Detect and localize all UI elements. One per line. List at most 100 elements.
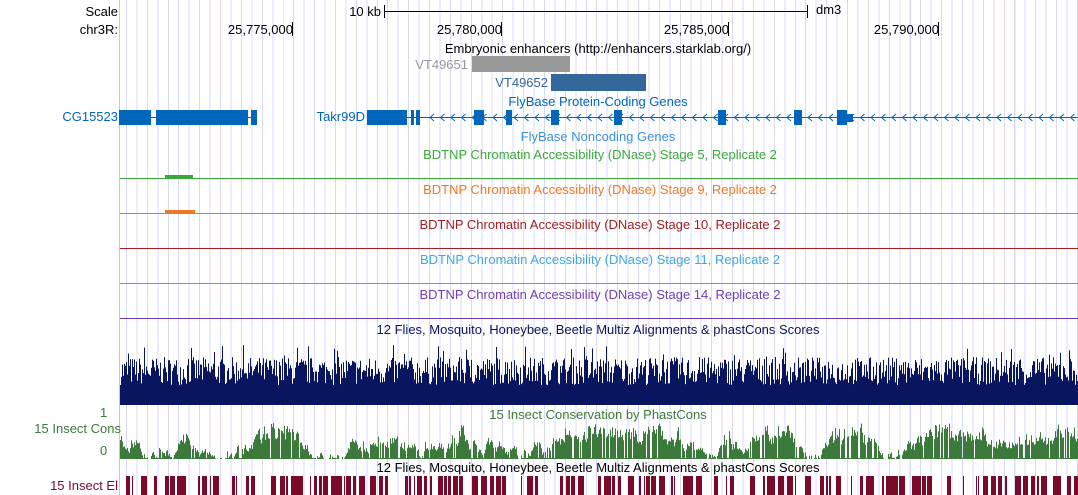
- track-title-enhancers[interactable]: Embryonic enhancers (http://enhancers.st…: [444, 41, 752, 56]
- multiz-bar: [969, 381, 970, 405]
- multiz-bar: [797, 377, 798, 405]
- enhancer-feature[interactable]: [551, 74, 646, 91]
- phastcons-bar: [861, 423, 862, 459]
- conserved-element: [1015, 476, 1021, 495]
- track-title-dnase[interactable]: BDTNP Chromatin Accessibility (DNase) St…: [419, 287, 781, 302]
- phastcons-bar: [393, 442, 394, 459]
- multiz-bar: [745, 369, 746, 405]
- phastcons-bar: [263, 434, 264, 459]
- conserved-element: [1053, 476, 1058, 495]
- phastcons-bar: [646, 457, 647, 459]
- phastcons-bar: [136, 440, 137, 459]
- track-title-dnase[interactable]: BDTNP Chromatin Accessibility (DNase) St…: [423, 147, 777, 162]
- phastcons-bar: [638, 443, 639, 459]
- multiz-bar: [596, 373, 597, 405]
- phastcons-bar: [333, 457, 334, 459]
- multiz-bar: [719, 376, 720, 405]
- phastcons-bar: [178, 443, 179, 459]
- phastcons-bar: [606, 437, 607, 459]
- phastcons-bar: [824, 448, 825, 459]
- phastcons-bar: [401, 443, 402, 459]
- conserved-element: [453, 476, 458, 495]
- multiz-bar: [367, 376, 368, 405]
- multiz-bar: [850, 375, 851, 405]
- phastcons-bar: [137, 443, 138, 459]
- multiz-bar: [959, 376, 960, 405]
- multiz-bar: [852, 362, 853, 405]
- gene-label-takr99d[interactable]: Takr99D: [316, 109, 365, 124]
- phastcons-bar: [347, 452, 348, 459]
- track-title-elements[interactable]: 12 Flies, Mosquito, Honeybee, Beetle Mul…: [376, 460, 820, 475]
- phastcons-bar: [859, 457, 860, 459]
- multiz-bar: [903, 362, 904, 405]
- track-title-noncoding[interactable]: FlyBase Noncoding Genes: [520, 129, 676, 144]
- multiz-bar: [296, 362, 297, 405]
- multiz-bar: [373, 379, 374, 405]
- phastcons-bar: [570, 435, 571, 459]
- phastcons-bar: [352, 438, 353, 459]
- track-title-dnase[interactable]: BDTNP Chromatin Accessibility (DNase) St…: [419, 217, 781, 232]
- phastcons-bar: [449, 448, 450, 459]
- multiz-bar: [374, 375, 375, 405]
- tick-mark: [728, 22, 729, 36]
- track-title-dnase[interactable]: BDTNP Chromatin Accessibility (DNase) St…: [419, 252, 781, 267]
- phastcons-bar: [140, 448, 141, 459]
- phastcons-bar: [157, 457, 158, 459]
- phastcons-bar: [272, 427, 273, 459]
- strand-arrow: [1027, 113, 1033, 122]
- phastcons-bar: [308, 451, 309, 459]
- phastcons-bar: [158, 457, 159, 459]
- phastcons-bar: [986, 441, 987, 459]
- enhancer-feature[interactable]: [472, 56, 570, 72]
- phastcons-bar: [709, 453, 710, 459]
- track-title-protein-coding[interactable]: FlyBase Protein-Coding Genes: [508, 94, 688, 109]
- multiz-bar: [1066, 377, 1067, 405]
- gene-label-cg15523[interactable]: CG15523: [62, 109, 118, 124]
- phastcons-bar: [996, 441, 997, 459]
- phastcons-bar: [1042, 438, 1043, 459]
- phastcons-bar: [138, 443, 139, 459]
- phastcons-bar: [402, 447, 403, 459]
- y-axis-min: 0: [100, 443, 108, 458]
- strand-arrow: [429, 113, 435, 122]
- multiz-bar: [351, 365, 352, 405]
- multiz-bar: [507, 362, 508, 405]
- multiz-bar: [635, 382, 636, 405]
- phastcons-bar: [755, 441, 756, 459]
- multiz-bar: [932, 369, 933, 405]
- multiz-bar: [786, 375, 787, 405]
- multiz-bar: [930, 367, 931, 405]
- enhancer-label[interactable]: VT49651: [415, 57, 468, 72]
- phastcons-bar: [505, 452, 506, 459]
- track-title-phastcons[interactable]: 15 Insect Conservation by PhastCons: [489, 407, 707, 422]
- conserved-element: [560, 476, 563, 495]
- phastcons-bar: [653, 425, 654, 459]
- multiz-bar: [1016, 366, 1017, 405]
- multiz-bar: [897, 384, 898, 405]
- phastcons-bar: [695, 457, 696, 459]
- enhancer-label[interactable]: VT49652: [495, 75, 548, 90]
- multiz-bar: [371, 368, 372, 405]
- phastcons-bar: [1061, 433, 1062, 459]
- phastcons-bar: [969, 437, 970, 459]
- multiz-bar: [417, 363, 418, 405]
- phastcons-bar: [984, 435, 985, 459]
- phastcons-bar: [496, 451, 497, 459]
- multiz-bar: [312, 367, 313, 405]
- phastcons-bar: [265, 439, 266, 459]
- track-title-dnase[interactable]: BDTNP Chromatin Accessibility (DNase) St…: [423, 182, 777, 197]
- phastcons-bar: [839, 428, 840, 459]
- multiz-bar: [743, 382, 744, 405]
- elements-side-label[interactable]: 15 Insect El: [50, 478, 118, 493]
- multiz-bar: [871, 380, 872, 405]
- phastcons-side-label[interactable]: 15 Insect Cons: [34, 421, 121, 436]
- track-title-multiz[interactable]: 12 Flies, Mosquito, Honeybee, Beetle Mul…: [376, 322, 820, 337]
- multiz-bar: [486, 378, 487, 405]
- conserved-element: [750, 476, 755, 495]
- phastcons-bar: [214, 455, 215, 459]
- multiz-bar: [999, 381, 1000, 405]
- multiz-bar: [376, 374, 377, 405]
- phastcons-bar: [358, 449, 359, 459]
- conserved-element: [154, 476, 157, 495]
